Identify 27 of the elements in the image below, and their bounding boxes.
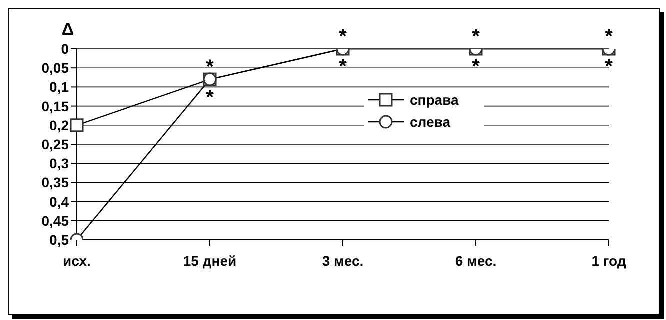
y-tick-label: 0,25 bbox=[42, 136, 70, 152]
y-tick-label: 0,5 bbox=[50, 232, 70, 248]
annotation: * bbox=[472, 26, 480, 48]
annotation: * bbox=[206, 56, 214, 79]
annotation: * bbox=[605, 26, 614, 48]
annotation: * bbox=[605, 56, 614, 78]
annotation: * bbox=[472, 56, 480, 78]
annotation: * bbox=[339, 56, 348, 78]
x-tick-label: 3 мес. bbox=[322, 252, 364, 269]
y-tick-label: 0,3 bbox=[50, 156, 70, 172]
y-axis-title: Δ bbox=[62, 20, 74, 39]
x-tick-label: 15 дней bbox=[183, 252, 237, 269]
y-tick-label: 0,05 bbox=[42, 60, 70, 76]
y-tick-label: 0,2 bbox=[50, 117, 70, 134]
x-tick-label: 6 мес. bbox=[455, 252, 497, 269]
x-tick-label: исх. bbox=[63, 252, 91, 269]
y-tick-label: 0,15 bbox=[42, 98, 70, 114]
legend-label: справа bbox=[410, 92, 459, 108]
annotation: * bbox=[206, 86, 214, 109]
y-tick-label: 0,1 bbox=[50, 79, 70, 96]
legend-label: слева bbox=[410, 114, 450, 130]
annotation: * bbox=[339, 26, 348, 48]
x-tick-label: 1 год bbox=[592, 252, 626, 269]
y-tick-label: 0,35 bbox=[42, 174, 70, 191]
y-tick-label: 0,4 bbox=[50, 194, 70, 210]
y-tick-label: 0,45 bbox=[42, 212, 70, 229]
y-tick-label: 0 bbox=[61, 40, 70, 57]
